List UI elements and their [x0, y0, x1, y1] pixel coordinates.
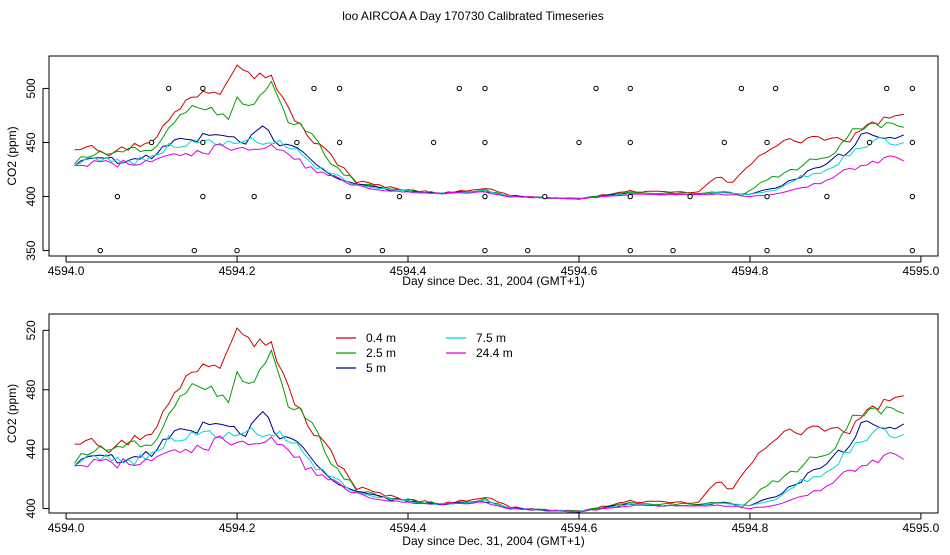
scatter-point — [456, 85, 463, 92]
scatter-point — [200, 85, 206, 92]
x-tick-label: 4594.0 — [48, 521, 85, 535]
series-line-2 — [74, 349, 904, 513]
scatter-point — [807, 247, 813, 254]
scatter-point — [764, 139, 770, 146]
scatter-point — [148, 139, 155, 146]
scatter-point — [627, 139, 633, 146]
x-tick-label: 4594.0 — [48, 264, 85, 278]
scatter-point — [191, 247, 198, 254]
scatter-point — [482, 193, 488, 200]
scatter-point — [234, 247, 240, 254]
y-tick-label: 440 — [24, 439, 38, 459]
series-line-4 — [74, 137, 904, 200]
x-axis-label: Day since Dec. 31, 2004 (GMT+1) — [402, 534, 584, 548]
series-line-1 — [74, 327, 904, 512]
legend-label: 5 m — [366, 361, 386, 375]
x-axis-label: Day since Dec. 31, 2004 (GMT+1) — [402, 274, 584, 288]
scatter-point — [721, 139, 727, 146]
x-tick-label: 4594.8 — [732, 264, 769, 278]
scatter-point — [336, 85, 343, 92]
y-tick-label: 480 — [24, 379, 38, 399]
scatter-point — [396, 193, 403, 200]
panel-2: 4594.0 4594.2 4594.4 4594.6 4594.8 4595.0 Day … — [5, 313, 940, 548]
scatter-point — [909, 139, 916, 146]
x-tick-label: 4594.4 — [390, 264, 427, 278]
y-tick-label: 450 — [24, 132, 38, 152]
scatter-point — [824, 193, 830, 200]
scatter-point — [97, 247, 103, 254]
scatter-point — [482, 85, 488, 92]
scatter-point — [627, 247, 633, 254]
plot-frame — [48, 55, 939, 257]
series-line-5 — [74, 435, 905, 513]
y-tick-label: 500 — [24, 78, 38, 98]
scatter-point — [909, 193, 916, 200]
scatter-point — [430, 139, 437, 146]
series-line-5 — [74, 143, 905, 200]
series-line-2 — [74, 80, 904, 200]
scatter-point — [738, 85, 745, 92]
y-tick-label: 400 — [24, 186, 38, 206]
legend: 0.4 m2.5 m5 m 7.5 m24.4 m — [336, 331, 513, 375]
scatter-point — [542, 193, 548, 200]
y-tick-label: 520 — [24, 320, 38, 340]
scatter-point — [593, 85, 599, 92]
scatter-point — [884, 85, 890, 92]
y-tick-label: 350 — [24, 240, 38, 260]
scatter-point — [909, 85, 916, 92]
x-tick-label: 4595.0 — [903, 264, 940, 278]
scatter-point — [165, 85, 172, 92]
scatter-point — [345, 193, 351, 200]
y-axis-label: CO2 (ppm) — [5, 384, 19, 443]
legend-label: 0.4 m — [366, 331, 396, 345]
plot-area — [74, 327, 905, 513]
scatter-point — [114, 193, 121, 200]
legend-label: 24.4 m — [476, 346, 513, 360]
plot-area — [74, 64, 916, 254]
series-line-1 — [74, 64, 904, 199]
scatter-point — [294, 139, 300, 146]
scatter-point — [482, 139, 488, 146]
x-tick-label: 4595.0 — [903, 521, 940, 535]
scatter-point — [909, 247, 916, 254]
y-tick-label: 400 — [24, 498, 38, 518]
x-tick-label: 4594.6 — [561, 521, 598, 535]
x-tick-label: 4594.4 — [390, 521, 427, 535]
scatter-point — [524, 247, 531, 254]
scatter-point — [200, 139, 206, 146]
scatter-point — [764, 247, 770, 254]
y-axis-label: CO2 (ppm) — [5, 126, 19, 185]
scatter-point — [379, 247, 386, 254]
x-tick-label: 4594.2 — [219, 521, 256, 535]
plot-frame — [48, 313, 939, 514]
scatter-point — [687, 193, 693, 200]
scatter-point — [482, 247, 488, 254]
series-line-4 — [74, 427, 904, 513]
scatter-point — [576, 139, 582, 146]
scatter-point — [772, 85, 779, 92]
legend-label: 7.5 m — [476, 331, 506, 345]
scatter-point — [200, 193, 206, 200]
x-tick-label: 4594.2 — [219, 264, 256, 278]
x-tick-label: 4594.6 — [561, 264, 598, 278]
scatter-point — [336, 139, 343, 146]
scatter-point — [627, 193, 633, 200]
scatter-point — [311, 85, 317, 92]
legend-label: 2.5 m — [366, 346, 396, 360]
scatter-point — [866, 139, 873, 146]
chart-title: loo AIRCOA A Day 170730 Calibrated Times… — [342, 9, 603, 23]
x-tick-label: 4594.8 — [732, 521, 769, 535]
panel-1: 4594.0 4594.2 4594.4 4594.6 4594.8 4595.0 Day … — [5, 55, 940, 288]
scatter-point — [670, 247, 676, 254]
scatter-point — [764, 193, 770, 200]
scatter-point — [627, 85, 633, 92]
scatter-point — [251, 193, 257, 200]
scatter-point — [345, 247, 351, 254]
